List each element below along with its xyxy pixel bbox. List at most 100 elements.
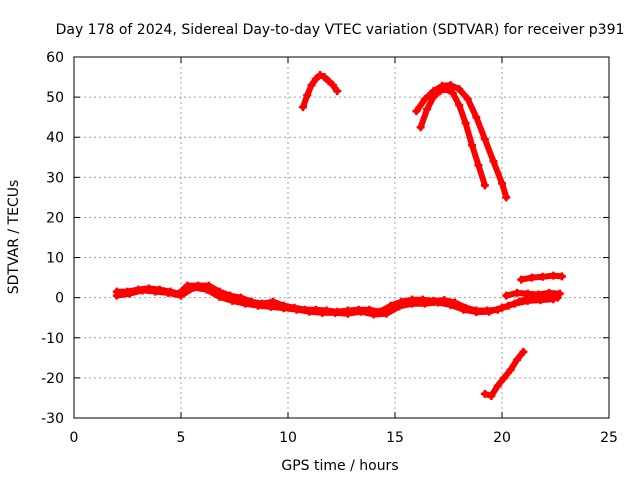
data-point: [500, 373, 509, 382]
data-point: [538, 272, 547, 281]
data-point: [461, 119, 470, 128]
y-tick-label: -10: [41, 331, 64, 347]
data-point: [438, 81, 447, 90]
data-point: [480, 181, 489, 190]
data-point: [455, 85, 464, 94]
series-track-negative: [480, 347, 528, 400]
data-point: [202, 285, 211, 294]
data-point: [318, 308, 327, 317]
data-point: [333, 87, 342, 96]
data-point: [472, 308, 481, 317]
data-point: [408, 299, 417, 308]
data-point: [480, 389, 489, 398]
data-point: [420, 299, 429, 308]
data-point: [498, 179, 506, 188]
data-point: [423, 105, 432, 114]
data-point: [512, 288, 521, 297]
data-point: [536, 296, 545, 305]
data-point: [382, 309, 391, 318]
data-point: [331, 308, 340, 317]
y-tick-label: 0: [55, 291, 64, 307]
y-tick-label: -30: [41, 411, 64, 427]
data-point: [215, 292, 224, 301]
data-point: [303, 91, 312, 100]
data-point: [446, 300, 455, 309]
data-point: [510, 299, 519, 308]
data-point: [177, 291, 185, 300]
data-point: [311, 75, 320, 84]
x-tick-label: 25: [600, 430, 618, 446]
data-point: [555, 289, 564, 298]
data-point: [502, 193, 511, 202]
data-point: [112, 291, 121, 300]
data-point: [151, 287, 160, 296]
x-tick-label: 15: [386, 430, 404, 446]
data-point: [189, 283, 198, 292]
data-point: [557, 272, 566, 281]
data-point: [519, 347, 528, 356]
series-track-arc-1: [298, 71, 342, 112]
x-tick-label: 20: [493, 430, 511, 446]
y-tick-label: 30: [46, 170, 64, 186]
y-tick-label: 20: [46, 210, 64, 226]
data-point: [320, 73, 329, 82]
data-point: [266, 302, 275, 311]
series-track-late-upper: [517, 271, 566, 284]
data-point: [485, 307, 494, 316]
data-point: [395, 302, 404, 311]
data-point: [420, 95, 429, 104]
data-point: [356, 307, 365, 316]
data-point: [549, 271, 558, 280]
data-point: [459, 305, 468, 314]
data-point: [534, 290, 543, 299]
y-tick-label: 10: [46, 251, 64, 267]
data-point: [512, 355, 521, 364]
data-series: [112, 71, 566, 400]
x-axis-label: GPS time / hours: [281, 458, 398, 474]
plot-frame: [73, 56, 610, 419]
data-point: [474, 161, 483, 170]
data-point: [446, 81, 455, 90]
data-point: [241, 299, 250, 308]
series-line: [413, 82, 510, 201]
data-point: [523, 296, 532, 305]
data-point: [489, 157, 498, 166]
data-point: [369, 310, 378, 319]
data-point: [433, 298, 442, 307]
data-point: [549, 295, 558, 304]
data-point: [279, 304, 288, 313]
data-point: [517, 275, 526, 284]
data-point: [429, 87, 438, 96]
y-tick-label: 40: [46, 130, 64, 146]
data-point: [228, 296, 237, 305]
data-point: [527, 273, 536, 282]
x-tick-label: 0: [70, 430, 79, 446]
data-point: [480, 135, 489, 144]
data-point: [468, 141, 477, 150]
data-point: [254, 301, 263, 310]
data-point: [545, 288, 554, 297]
series-track-late-mid: [502, 288, 564, 300]
series-track-arc-3: [412, 81, 511, 202]
data-point: [305, 307, 314, 316]
data-point: [448, 89, 457, 98]
y-axis-label: SDTVAR / TECUs: [6, 180, 22, 295]
axis-ticks: 0 5 10 15 20 25 -30 -20 -10 0 10 20 30 40 50 60: [41, 50, 618, 446]
grid: [74, 57, 609, 418]
data-point: [506, 365, 515, 374]
data-point: [472, 113, 481, 122]
data-point: [343, 309, 352, 318]
data-point: [493, 381, 502, 390]
chart-title: Day 178 of 2024, Sidereal Day-to-day VTE…: [56, 22, 625, 38]
data-point: [307, 81, 316, 90]
data-point: [164, 288, 173, 297]
data-point: [292, 305, 301, 314]
data-point: [502, 291, 511, 300]
data-point: [324, 77, 333, 86]
x-tick-label: 5: [177, 430, 186, 446]
data-point: [416, 123, 425, 132]
data-point: [138, 286, 147, 295]
data-point: [523, 289, 532, 298]
data-point: [455, 101, 464, 110]
